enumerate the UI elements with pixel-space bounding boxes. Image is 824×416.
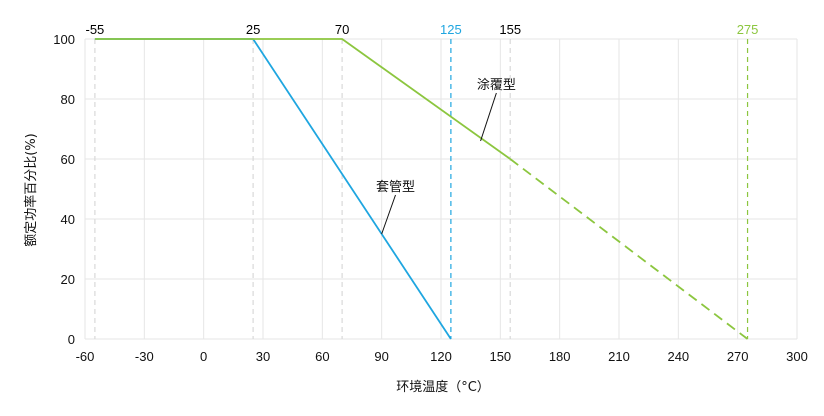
- x-tick-label: 60: [315, 349, 329, 364]
- x-tick-label: -30: [135, 349, 154, 364]
- x-axis-title: 环境温度（°C）: [396, 379, 490, 395]
- series-label: 套管型: [376, 179, 415, 195]
- y-tick-label: 0: [68, 332, 75, 347]
- x-tick-label: 30: [256, 349, 270, 364]
- x-tick-label: 90: [374, 349, 388, 364]
- series-line-dashed: [509, 158, 749, 340]
- series-lines: [94, 38, 749, 340]
- series-leader-line: [381, 194, 396, 235]
- series-line: [94, 38, 511, 160]
- marker-label: 70: [335, 22, 349, 37]
- y-axis-ticks: 0 20 40 60 80 100: [53, 32, 75, 347]
- marker-label: 275: [737, 22, 759, 37]
- y-tick-label: 80: [61, 92, 75, 107]
- series-labels: 套管型 涂覆型: [376, 77, 516, 235]
- marker-label: -55: [85, 22, 104, 37]
- x-tick-label: 120: [430, 349, 452, 364]
- y-axis-title: 额定功率百分比(%): [23, 133, 39, 247]
- x-tick-label: 270: [727, 349, 749, 364]
- y-tick-label: 100: [53, 32, 75, 47]
- x-tick-label: 180: [549, 349, 571, 364]
- x-axis-ticks: -60 -30 0 30 60 90 120 150 180 210 240 270 300: [76, 349, 808, 364]
- x-tick-label: 0: [200, 349, 207, 364]
- series-leader-line: [480, 92, 497, 142]
- marker-label: 25: [246, 22, 260, 37]
- x-tick-label: 240: [667, 349, 689, 364]
- series-label: 涂覆型: [477, 77, 516, 93]
- x-tick-label: 210: [608, 349, 630, 364]
- x-tick-label: 150: [489, 349, 511, 364]
- x-tick-label: 300: [786, 349, 808, 364]
- y-tick-label: 60: [61, 152, 75, 167]
- marker-label: 155: [499, 22, 521, 37]
- marker-label: 125: [440, 22, 462, 37]
- grid-lines: [84, 38, 798, 340]
- x-tick-label: -60: [76, 349, 95, 364]
- temperature-markers: -55 25 70 125 155 275: [85, 22, 758, 339]
- y-tick-label: 40: [61, 212, 75, 227]
- y-tick-label: 20: [61, 272, 75, 287]
